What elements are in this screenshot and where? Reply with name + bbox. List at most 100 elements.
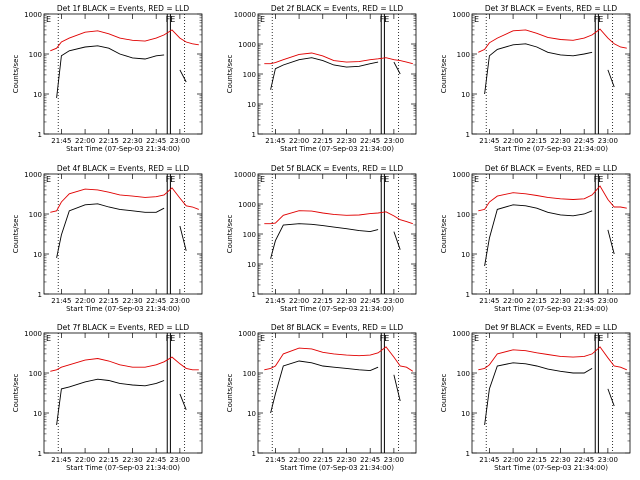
chart-title: Det 6f BLACK = Events, RED = LLD <box>485 164 618 173</box>
x-tick-label: 21:45 <box>265 297 285 305</box>
x-tick-label: 22:30 <box>550 297 570 305</box>
series-line-lld <box>264 346 414 372</box>
marker-label-fe: FE <box>380 175 390 184</box>
chart-title: Det 4f BLACK = Events, RED = LLD <box>57 164 190 173</box>
x-tick-label: 22:00 <box>289 456 309 464</box>
y-tick-label: 1 <box>38 131 42 139</box>
series-line-lld <box>264 210 413 225</box>
chart-title: Det 3f BLACK = Events, RED = LLD <box>485 4 618 13</box>
x-tick-label: 23:00 <box>598 137 618 145</box>
series-line-events <box>484 43 593 95</box>
x-tick-label: 22:00 <box>503 456 523 464</box>
plot-frame <box>471 173 631 295</box>
x-tick-label: 22:00 <box>289 297 309 305</box>
x-tick-label: 22:30 <box>550 456 570 464</box>
x-tick-label: 21:45 <box>265 456 285 464</box>
x-tick-label: 22:45 <box>146 137 166 145</box>
x-tick-label: 22:00 <box>289 137 309 145</box>
marker-label-fe: FE <box>380 15 390 24</box>
x-tick-label: 22:00 <box>503 137 523 145</box>
series-line-events <box>607 229 615 255</box>
x-tick-label: 23:00 <box>170 297 190 305</box>
chart-panel-9: Det 9f BLACK = Events, RED = LLD 1 10 100 10… <box>440 323 631 472</box>
x-axis-label: Start Time (07-Sep-03 21:34:00) <box>494 464 608 472</box>
plot-frame <box>257 332 417 454</box>
x-tick-label: 21:45 <box>265 137 285 145</box>
x-tick-label: 22:15 <box>99 456 119 464</box>
y-tick-label: 10 <box>247 101 256 109</box>
y-tick-label: 1 <box>252 291 256 299</box>
chart-title: Det 9f BLACK = Events, RED = LLD <box>485 323 618 332</box>
x-tick-label: 22:45 <box>146 297 166 305</box>
series-line-events <box>607 388 615 407</box>
x-tick-label: 22:30 <box>336 456 356 464</box>
marker-label-fe: FE <box>166 175 176 184</box>
series-line-lld <box>478 28 627 53</box>
y-tick-label: 1000 <box>452 171 470 179</box>
y-tick-label: 100 <box>29 370 42 378</box>
marker-label-e: E <box>260 15 265 24</box>
series-line-events <box>56 45 165 98</box>
y-tick-label: 1 <box>38 291 42 299</box>
y-tick-label: 1 <box>38 450 42 458</box>
y-tick-label: 10 <box>247 261 256 269</box>
y-tick-label: 1000 <box>238 41 256 49</box>
plot-frame <box>43 13 203 135</box>
marker-label-fe: FE <box>594 15 604 24</box>
x-tick-label: 21:45 <box>479 456 499 464</box>
x-tick-label: 22:45 <box>360 456 380 464</box>
x-axis-label: Start Time (07-Sep-03 21:34:00) <box>66 464 180 472</box>
chart-panel-3: Det 3f BLACK = Events, RED = LLD 1 10 100 10… <box>440 4 631 153</box>
x-tick-label: 21:45 <box>51 456 71 464</box>
marker-label-e: E <box>474 334 479 343</box>
x-tick-label: 22:30 <box>122 137 142 145</box>
series-line-lld <box>264 52 413 65</box>
x-tick-label: 22:30 <box>122 297 142 305</box>
series-line-lld <box>50 29 199 52</box>
x-tick-label: 22:45 <box>360 297 380 305</box>
x-tick-label: 22:30 <box>336 297 356 305</box>
series-line-events <box>179 69 187 83</box>
chart-panel-5: Det 5f BLACK = Events, RED = LLD 1 10 100 10… <box>226 164 417 313</box>
y-tick-label: 10 <box>33 91 42 99</box>
series-line-lld <box>50 356 199 372</box>
x-tick-label: 22:45 <box>574 456 594 464</box>
y-tick-label: 10000 <box>234 11 256 19</box>
series-line-events <box>270 360 379 414</box>
x-tick-label: 22:00 <box>75 297 95 305</box>
chart-panel-2: Det 2f BLACK = Events, RED = LLD 1 10 100 10… <box>226 4 417 153</box>
series-line-events <box>393 374 401 402</box>
series-line-events <box>179 393 187 410</box>
y-axis-label: Counts/sec <box>12 55 20 94</box>
series-line-events <box>484 362 593 426</box>
x-tick-label: 23:00 <box>384 137 404 145</box>
y-tick-label: 100 <box>243 71 256 79</box>
x-tick-label: 21:45 <box>479 137 499 145</box>
y-axis-label: Counts/sec <box>12 374 20 413</box>
y-tick-label: 10 <box>461 91 470 99</box>
x-axis-label: Start Time (07-Sep-03 21:34:00) <box>66 305 180 313</box>
y-tick-label: 1 <box>466 131 470 139</box>
series-line-events <box>270 223 379 259</box>
x-tick-label: 23:00 <box>598 456 618 464</box>
y-tick-label: 1000 <box>24 11 42 19</box>
marker-label-e: E <box>46 15 51 24</box>
y-tick-label: 1000 <box>238 201 256 209</box>
x-tick-label: 22:45 <box>360 137 380 145</box>
chart-title: Det 8f BLACK = Events, RED = LLD <box>271 323 404 332</box>
y-tick-label: 10 <box>461 410 470 418</box>
marker-label-e: E <box>260 334 265 343</box>
marker-label-fe: FE <box>380 334 390 343</box>
plot-frame <box>43 332 203 454</box>
marker-label-e: E <box>260 175 265 184</box>
x-tick-label: 21:45 <box>51 137 71 145</box>
series-line-lld <box>478 185 627 212</box>
chart-title: Det 1f BLACK = Events, RED = LLD <box>57 4 190 13</box>
x-axis-label: Start Time (07-Sep-03 21:34:00) <box>280 145 394 153</box>
chart-title: Det 2f BLACK = Events, RED = LLD <box>271 4 404 13</box>
marker-label-fe: FE <box>166 15 176 24</box>
y-tick-label: 10 <box>247 410 256 418</box>
y-axis-label: Counts/sec <box>226 374 234 413</box>
x-tick-label: 22:15 <box>313 456 333 464</box>
